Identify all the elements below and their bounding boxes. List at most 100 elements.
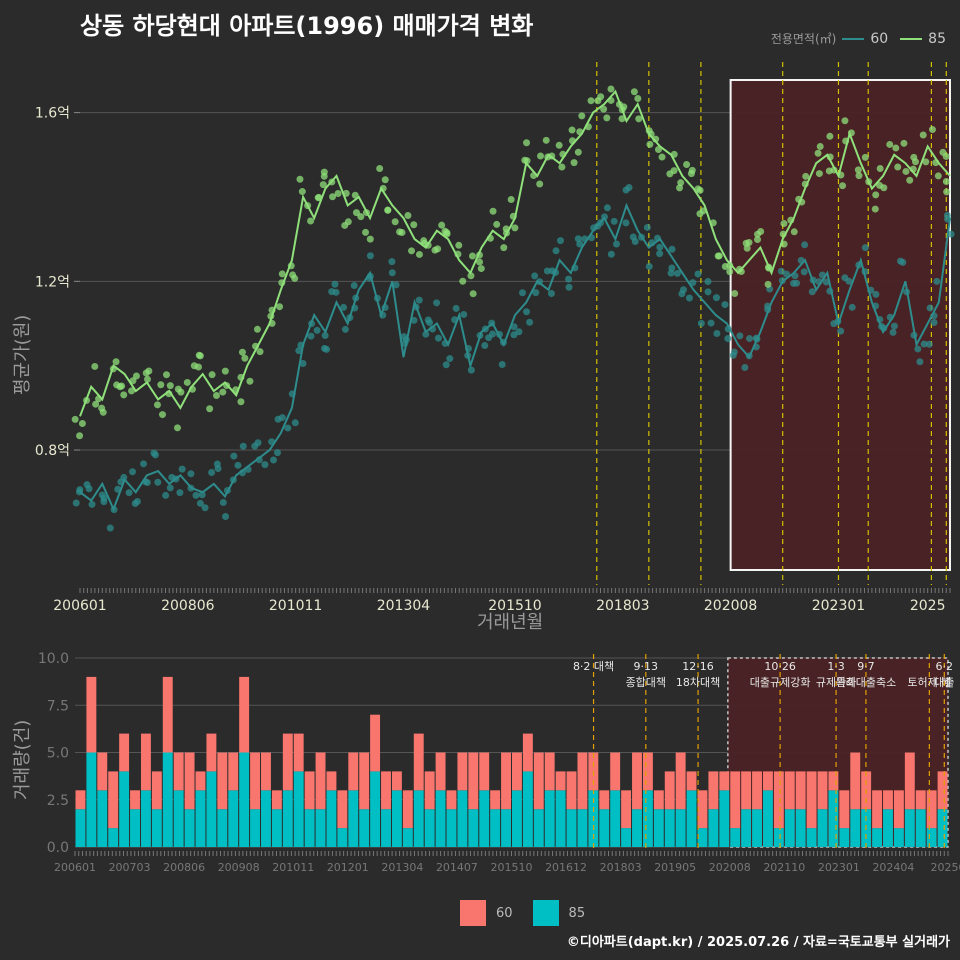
bar-60 — [872, 790, 883, 829]
data-point-85 — [861, 153, 869, 161]
data-point-60 — [920, 340, 928, 348]
data-point-60 — [452, 304, 460, 312]
data-point-60 — [498, 361, 506, 369]
bar-85 — [522, 771, 533, 847]
data-point-85 — [696, 186, 704, 194]
bar-85 — [271, 809, 282, 847]
data-point-85 — [408, 247, 416, 255]
data-point-85 — [177, 388, 185, 396]
data-point-60 — [845, 277, 853, 285]
data-point-60 — [643, 223, 651, 231]
x-tick-label: 202008 — [704, 598, 757, 614]
bar-60 — [413, 733, 424, 791]
data-point-60 — [622, 186, 630, 194]
data-point-85 — [362, 228, 370, 236]
data-point-60 — [340, 303, 348, 311]
bar-60 — [806, 771, 817, 829]
x-tick-label: 200806 — [161, 598, 215, 614]
bar-85 — [140, 790, 151, 847]
bar-85 — [839, 828, 850, 847]
data-point-60 — [837, 327, 845, 335]
bar-60 — [664, 771, 675, 810]
data-point-85 — [438, 221, 446, 229]
bar-85 — [108, 828, 119, 847]
data-point-85 — [574, 148, 582, 156]
data-point-60 — [724, 335, 732, 343]
data-point-60 — [120, 473, 128, 481]
x-tick-label: 201905 — [654, 861, 696, 874]
bar-85 — [293, 771, 304, 847]
data-point-85 — [630, 88, 638, 96]
bar-60 — [915, 790, 926, 810]
x-tick-label: 201011 — [272, 861, 314, 874]
bar-60 — [566, 771, 577, 810]
bar-85 — [261, 790, 271, 847]
x-tick-label: 201407 — [436, 861, 478, 874]
legend-bottom-label-85: 85 — [568, 905, 586, 921]
data-point-60 — [366, 252, 374, 260]
data-point-85 — [683, 160, 691, 168]
bar-60 — [195, 771, 206, 791]
policy-annotation: 1·3 — [827, 660, 845, 673]
data-point-60 — [261, 461, 269, 469]
data-point-85 — [839, 182, 847, 190]
bar-85 — [632, 809, 642, 847]
data-point-60 — [532, 289, 540, 297]
y-tick-label: 5.0 — [47, 746, 69, 762]
bar-60 — [642, 752, 653, 791]
data-point-85 — [351, 191, 359, 199]
data-point-85 — [814, 149, 822, 157]
bar-85 — [173, 790, 184, 847]
bar-85 — [86, 752, 97, 847]
data-point-60 — [890, 322, 898, 330]
data-point-60 — [925, 340, 933, 348]
bar-60 — [784, 771, 795, 810]
data-point-85 — [635, 115, 643, 123]
data-point-60 — [668, 264, 676, 272]
policy-annotation: 8·2 대책 — [573, 660, 614, 673]
data-point-60 — [622, 219, 630, 227]
bar-85 — [424, 809, 435, 847]
data-point-85 — [537, 152, 545, 160]
data-point-85 — [500, 244, 508, 252]
data-point-60 — [392, 281, 400, 289]
data-point-60 — [783, 270, 791, 278]
bar-85 — [850, 809, 861, 847]
data-point-85 — [886, 140, 894, 148]
data-point-85 — [876, 181, 884, 189]
bar-85 — [282, 790, 293, 847]
bar-85 — [664, 809, 675, 847]
bar-60 — [577, 752, 588, 810]
data-point-85 — [555, 141, 563, 149]
data-point-60 — [607, 250, 615, 258]
data-point-85 — [603, 114, 611, 122]
data-point-85 — [196, 352, 204, 360]
bar-60 — [610, 752, 621, 791]
data-point-85 — [237, 398, 245, 406]
data-point-85 — [296, 175, 304, 183]
bar-85 — [730, 828, 741, 847]
bar-60 — [108, 771, 119, 829]
bar-60 — [75, 790, 86, 810]
data-point-60 — [721, 301, 729, 309]
data-point-60 — [565, 275, 573, 283]
data-point-60 — [208, 469, 216, 477]
data-point-85 — [757, 227, 765, 235]
x-tick-label: 201011 — [269, 598, 322, 614]
data-point-85 — [469, 290, 477, 298]
bar-85 — [337, 828, 348, 847]
policy-annotation: 특례대출축소 — [836, 676, 897, 689]
bar-60 — [370, 714, 381, 772]
data-point-60 — [284, 424, 292, 432]
bar-85 — [435, 790, 446, 847]
bar-85 — [501, 809, 511, 847]
bar-85 — [250, 809, 261, 847]
data-point-60 — [331, 280, 339, 288]
bar-60 — [468, 752, 479, 810]
data-point-60 — [889, 328, 897, 336]
bar-60 — [86, 676, 97, 753]
bar-60 — [795, 771, 806, 810]
data-point-60 — [746, 335, 754, 343]
data-point-60 — [645, 262, 653, 270]
data-point-85 — [320, 168, 328, 176]
